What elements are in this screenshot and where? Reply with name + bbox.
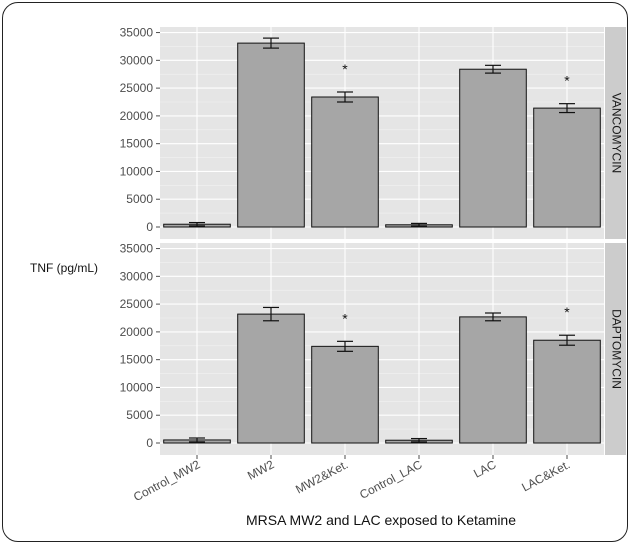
y-tick-label: 5000 — [126, 408, 153, 422]
bar-lac-ket- — [533, 339, 601, 444]
y-tick-label: 10000 — [120, 380, 154, 394]
bar-mw2 — [237, 313, 305, 444]
bar-lac — [459, 68, 527, 228]
panel-background — [160, 243, 604, 455]
y-tick-label: 30000 — [120, 269, 154, 283]
y-tick-label: 0 — [146, 220, 153, 234]
x-tick-label: LAC&Ket. — [519, 457, 572, 494]
y-tick-label: 30000 — [120, 53, 154, 67]
y-tick-label: 25000 — [120, 81, 154, 95]
y-tick-label: 20000 — [120, 325, 154, 339]
x-tick-label: Control_MW2 — [131, 457, 203, 504]
y-tick-label: 5000 — [126, 192, 153, 206]
bar-mw2-ket- — [311, 345, 379, 444]
y-tick-label: 15000 — [120, 137, 154, 151]
panel-daptomycin: 0 5000 10000 15000 20000 25000 30000 35000 * * DAP… — [120, 242, 626, 455]
bar-mw2-ket- — [311, 96, 379, 228]
significance-marker: * — [564, 73, 570, 89]
x-tick-label: MW2 — [245, 457, 277, 483]
panel-vancomycin: 0 5000 10000 15000 20000 25000 30000 35000 * * VAN… — [120, 26, 626, 239]
bar-mw2 — [237, 42, 305, 228]
significance-marker: * — [342, 61, 348, 77]
x-tick-label: Control_LAC — [357, 457, 425, 502]
x-axis-label: MRSA MW2 and LAC exposed to Ketamine — [246, 512, 516, 528]
y-tick-label: 0 — [146, 436, 153, 450]
y-tick-label: 10000 — [120, 164, 154, 178]
bar-lac-ket- — [533, 107, 601, 228]
faceted-bar-chart: 0 5000 10000 15000 20000 25000 30000 35000 * * VAN… — [30, 26, 626, 528]
facet-strip — [605, 27, 626, 239]
facet-strip-label: VANCOMYCIN — [609, 93, 623, 173]
x-tick-label: MW2&Ket. — [293, 457, 350, 496]
x-tick-label: LAC — [471, 457, 498, 480]
y-tick-label: 15000 — [120, 353, 154, 367]
bar-lac — [459, 316, 527, 444]
significance-marker: * — [564, 304, 570, 320]
facet-strip-label: DAPTOMYCIN — [609, 309, 623, 389]
y-axis-label: TNF (pg/mL) — [30, 261, 98, 275]
y-tick-label: 20000 — [120, 109, 154, 123]
y-tick-label: 25000 — [120, 297, 154, 311]
facet-strip — [605, 243, 626, 455]
panel-background — [160, 27, 604, 239]
y-tick-label: 35000 — [120, 26, 154, 40]
y-tick-label: 35000 — [120, 242, 154, 256]
significance-marker: * — [342, 310, 348, 326]
